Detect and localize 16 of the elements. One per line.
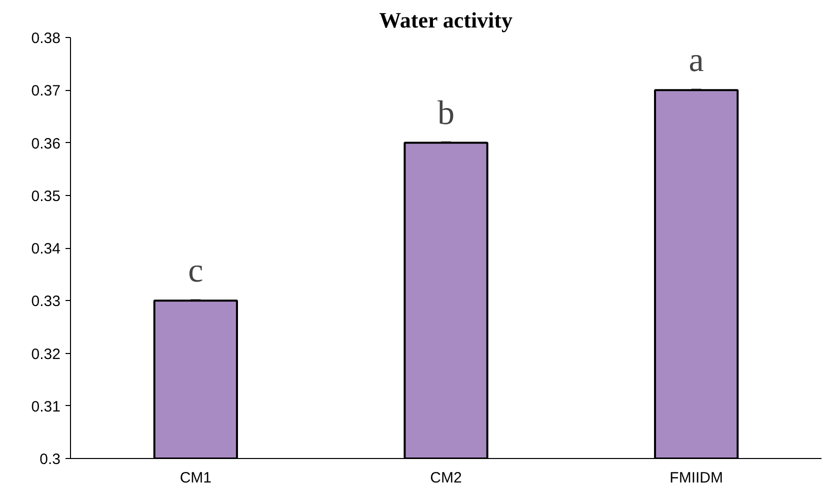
annotation: b — [438, 94, 454, 132]
y-tick-label: 0.37 — [31, 82, 61, 100]
y-tick-label: 0.35 — [31, 188, 61, 205]
x-tick-label: CM2 — [430, 470, 462, 486]
y-tick-label: 0.3 — [40, 451, 61, 468]
y-tick-label: 0.31 — [31, 398, 61, 416]
annotation: a — [688, 42, 704, 80]
y-tick-label: 0.38 — [31, 30, 61, 47]
annotation: c — [188, 252, 204, 290]
y-tick-label: 0.32 — [31, 346, 61, 363]
y-tick-label: 0.33 — [31, 293, 61, 310]
x-tick-label: CM1 — [180, 470, 212, 486]
x-tick-label: FMIIDM — [670, 470, 723, 486]
y-tick-label: 0.36 — [31, 135, 61, 152]
y-tick-label: 0.34 — [31, 240, 61, 258]
chart-title: Water activity — [379, 8, 512, 32]
